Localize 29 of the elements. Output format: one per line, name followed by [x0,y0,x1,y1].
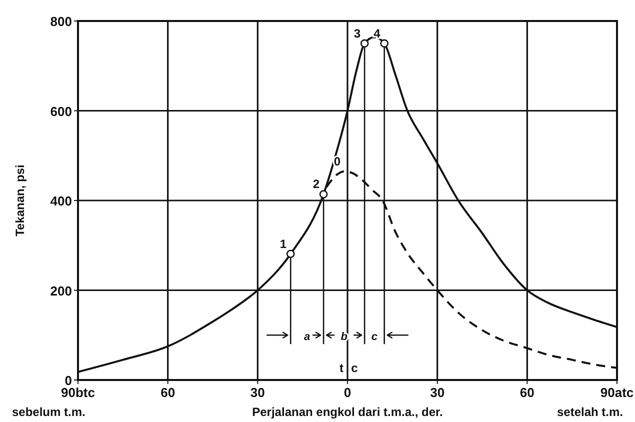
annotation: c [351,361,358,375]
x-tick-label: 30 [250,385,265,400]
point [360,39,369,48]
y-tick-label: 400 [50,194,72,208]
y-tick-label: 800 [50,14,72,29]
x-tick-label: 90btc [61,385,95,400]
annotation: 0 [334,154,341,168]
annotation: c [371,331,378,344]
text: sebelum t.m. [12,405,86,419]
y-tick-label: 0 [64,373,72,388]
y-tick-label: 200 [50,283,72,298]
x-tick-label: 90atc [600,385,634,400]
annotation: 2 [312,177,320,192]
point [380,39,388,48]
annotation: t [340,361,344,375]
x-axis-title: Perjalanan engkol dari t.m.a., der. [252,405,443,419]
annotation: a [304,331,310,344]
y-axis-title: Tekanan, psi [13,164,27,236]
point [286,250,295,258]
y-tick-label: 600 [50,104,72,119]
annotation: 4 [374,26,381,40]
x-tick-label: 0 [344,385,352,400]
text: setelah t.m. [556,405,623,419]
x-tick-label: 60 [520,385,534,400]
x-tick-label: 30 [430,385,445,400]
x-tick-label: 60 [160,385,176,400]
annotation: 1 [280,236,287,251]
annotation: 3 [354,26,361,40]
point [319,190,328,198]
